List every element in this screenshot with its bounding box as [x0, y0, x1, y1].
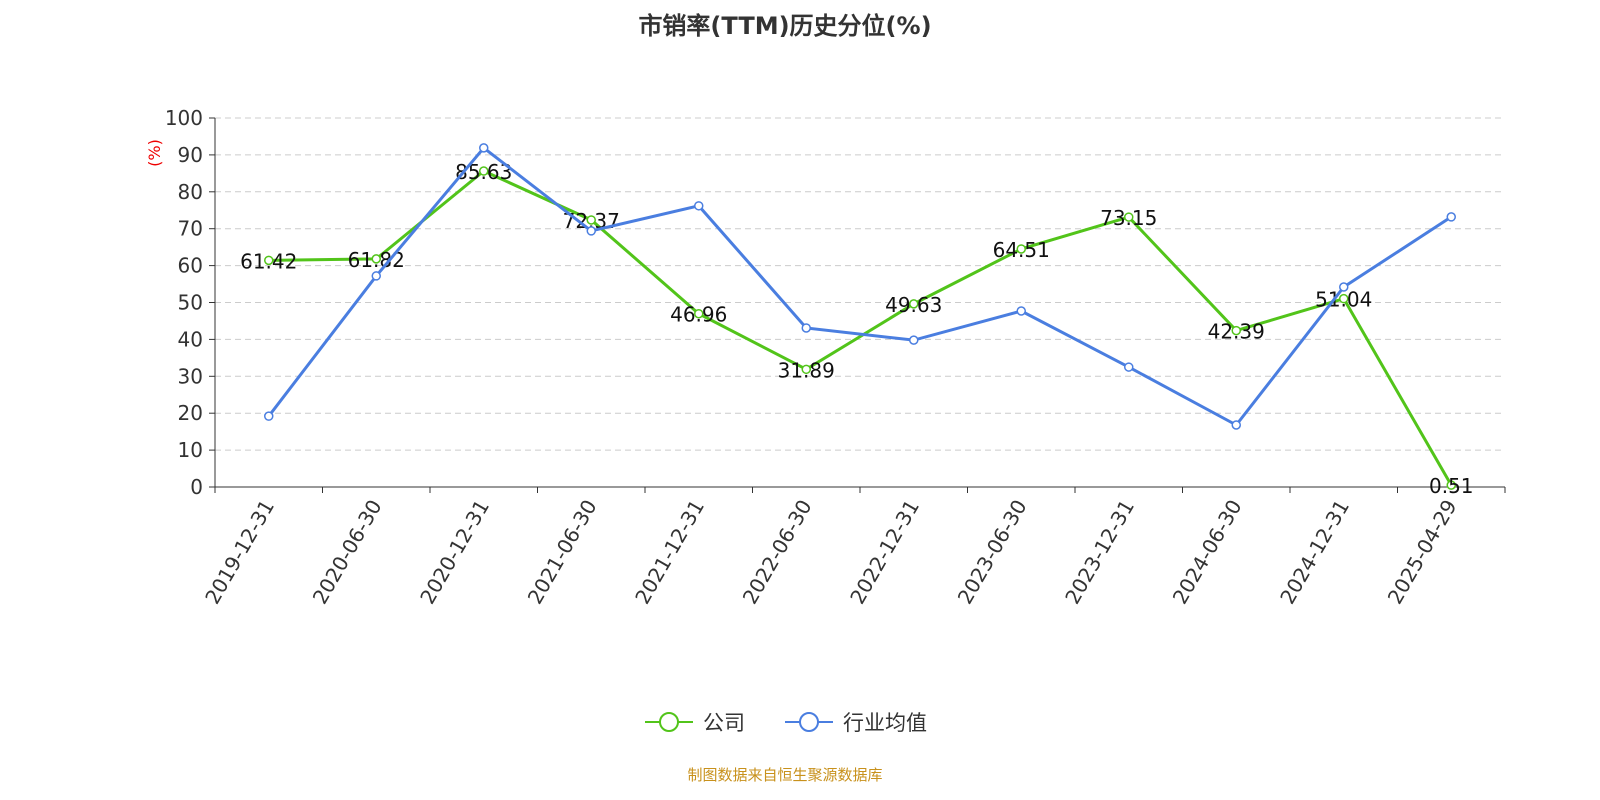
legend-label-0: 公司 [703, 711, 745, 735]
data-point [1231, 420, 1241, 430]
data-label: 73.15 [1100, 206, 1157, 230]
data-point [1016, 306, 1026, 316]
data-point [586, 226, 596, 236]
data-point [1446, 212, 1456, 222]
data-point [586, 215, 596, 225]
data-label: 49.63 [885, 293, 942, 317]
legend-marker-1 [799, 712, 819, 732]
x-tick-label: 2022-12-31 [845, 496, 924, 609]
y-tick-label: 70 [178, 217, 203, 241]
y-tick-label: 80 [178, 180, 203, 204]
y-tick-label: 50 [178, 291, 203, 315]
x-tick-label: 2023-06-30 [953, 496, 1032, 609]
legend-label-1: 行业均值 [843, 711, 927, 735]
data-point [1339, 282, 1349, 292]
data-point [371, 271, 381, 281]
x-tick-label: 2021-12-31 [630, 496, 709, 609]
data-point [909, 299, 919, 309]
x-tick-label: 2019-12-31 [200, 496, 279, 609]
y-tick-label: 10 [178, 438, 203, 462]
y-tick-label: 0 [190, 475, 203, 499]
data-point [801, 364, 811, 375]
data-point [909, 335, 919, 345]
chart-title: 市销率(TTM)历史分位(%) [638, 12, 932, 40]
x-tick-label: 2020-06-30 [308, 496, 387, 609]
x-tick-label: 2020-12-31 [415, 496, 494, 609]
data-point [1339, 293, 1349, 304]
data-point [694, 201, 704, 211]
y-tick-label: 100 [165, 106, 203, 130]
data-point [1231, 325, 1241, 336]
y-tick-label: 90 [178, 143, 203, 167]
x-tick-label: 2024-12-31 [1275, 496, 1354, 609]
data-point [694, 308, 704, 319]
y-tick-label: 40 [178, 327, 203, 351]
series-line-1 [267, 145, 1453, 427]
x-tick-label: 2021-06-30 [523, 496, 602, 609]
legend-marker-0 [659, 712, 679, 732]
y-tick-label: 60 [178, 254, 203, 278]
data-point [1124, 362, 1134, 372]
data-point [371, 254, 381, 264]
data-label: 42.39 [1208, 320, 1265, 344]
y-tick-label: 30 [178, 364, 203, 388]
data-label: 61.42 [240, 249, 297, 273]
data-point [1446, 480, 1456, 490]
data-point [801, 323, 811, 333]
data-label: 46.96 [670, 303, 727, 327]
data-point [1124, 212, 1134, 222]
y-axis-label: (%) [145, 139, 164, 167]
data-point [264, 255, 274, 266]
data-point [1016, 244, 1026, 254]
data-point [264, 411, 274, 421]
data-source-note: 制图数据来自恒生聚源数据库 [687, 766, 883, 784]
data-label: 31.89 [778, 358, 835, 382]
y-tick-label: 20 [178, 401, 203, 425]
x-tick-label: 2024-06-30 [1168, 496, 1247, 609]
data-point [479, 166, 489, 176]
x-tick-label: 2023-12-31 [1060, 496, 1139, 609]
data-label: 64.51 [993, 238, 1050, 262]
x-tick-label: 2022-06-30 [738, 496, 817, 609]
data-label: 0.51 [1429, 474, 1474, 498]
x-tick-label: 2025-04-29 [1383, 496, 1462, 609]
data-point [479, 143, 489, 153]
series-line-0 [268, 169, 1453, 486]
